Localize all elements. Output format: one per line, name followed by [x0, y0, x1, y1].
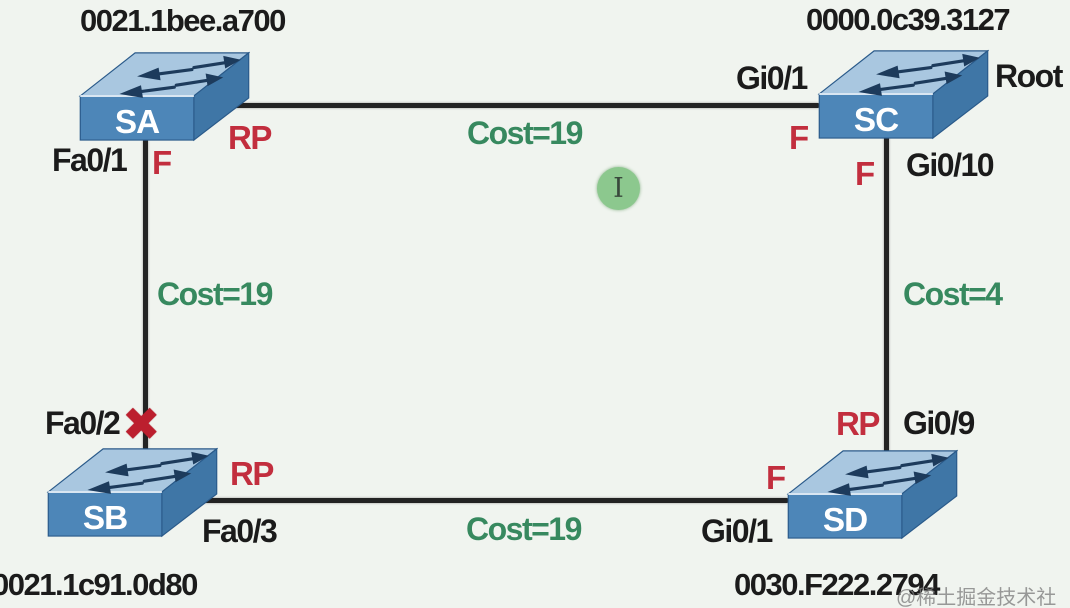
switch-icon: SA	[78, 51, 251, 142]
port-label-sc-gi0-1: Gi0/1	[736, 60, 808, 96]
link-sa-sb	[143, 139, 148, 451]
cost-label-sa-sb: Cost=19	[157, 276, 273, 312]
switch-icon: SC	[817, 49, 990, 140]
switch-sa-label: SA	[115, 104, 160, 141]
link-sa-sc	[227, 103, 819, 108]
port-state-sc-gi0-1: F	[789, 119, 809, 156]
ibeam-glyph: I	[613, 173, 624, 204]
switch-sb: SB	[46, 443, 219, 538]
switch-icon: SD	[786, 449, 959, 540]
link-sb-sd	[200, 498, 788, 503]
switch-sd: SD	[786, 445, 959, 540]
root-bridge-label: Root	[995, 58, 1063, 94]
switch-sd-label: SD	[823, 502, 867, 539]
link-sc-sd	[884, 136, 889, 455]
blocked-port-x-icon: ✖	[122, 398, 161, 450]
switch-icon: SB	[46, 447, 219, 538]
cost-label-sa-sc: Cost=19	[467, 115, 583, 151]
text-cursor-icon: I	[597, 167, 640, 210]
port-label-sd-gi0-1: Gi0/1	[701, 513, 773, 549]
switch-sc: SC	[817, 45, 990, 140]
cost-label-sb-sd: Cost=19	[466, 511, 582, 547]
port-label-sb-fa0-2: Fa0/2	[45, 405, 121, 441]
port-label-sb-fa0-3: Fa0/3	[202, 513, 278, 549]
cost-label-sc-sd: Cost=4	[903, 276, 1003, 312]
root-port-label-sd: RP	[836, 405, 880, 442]
switch-arrows-icon	[103, 457, 195, 490]
port-state-sd-gi0-1: F	[766, 459, 786, 496]
root-port-label-sb: RP	[230, 455, 274, 492]
mac-label-sc: 0000.0c39.3127	[806, 2, 1011, 37]
mac-label-sd: 0030.F222.2794	[734, 567, 940, 602]
mac-label-sb: 0021.1c91.0d80	[0, 567, 198, 602]
port-state-sc-gi0-10: F	[855, 155, 875, 192]
port-label-sc-gi0-10: Gi0/10	[906, 147, 995, 183]
switch-arrows-icon	[843, 459, 935, 492]
switch-sa: SA	[78, 47, 251, 142]
switch-sb-label: SB	[83, 500, 127, 537]
switch-sc-label: SC	[854, 102, 899, 139]
switch-arrows-icon	[135, 61, 227, 94]
root-port-label-sa: RP	[228, 119, 272, 156]
mac-label-sa: 0021.1bee.a700	[80, 3, 286, 38]
port-label-sd-gi0-9: Gi0/9	[903, 405, 975, 441]
port-label-sa-fa0-1: Fa0/1	[52, 142, 128, 178]
port-state-sa-fa0-1: F	[152, 144, 172, 181]
watermark: @稀土掘金技术社区	[896, 587, 1057, 608]
switch-arrows-icon	[874, 59, 966, 92]
